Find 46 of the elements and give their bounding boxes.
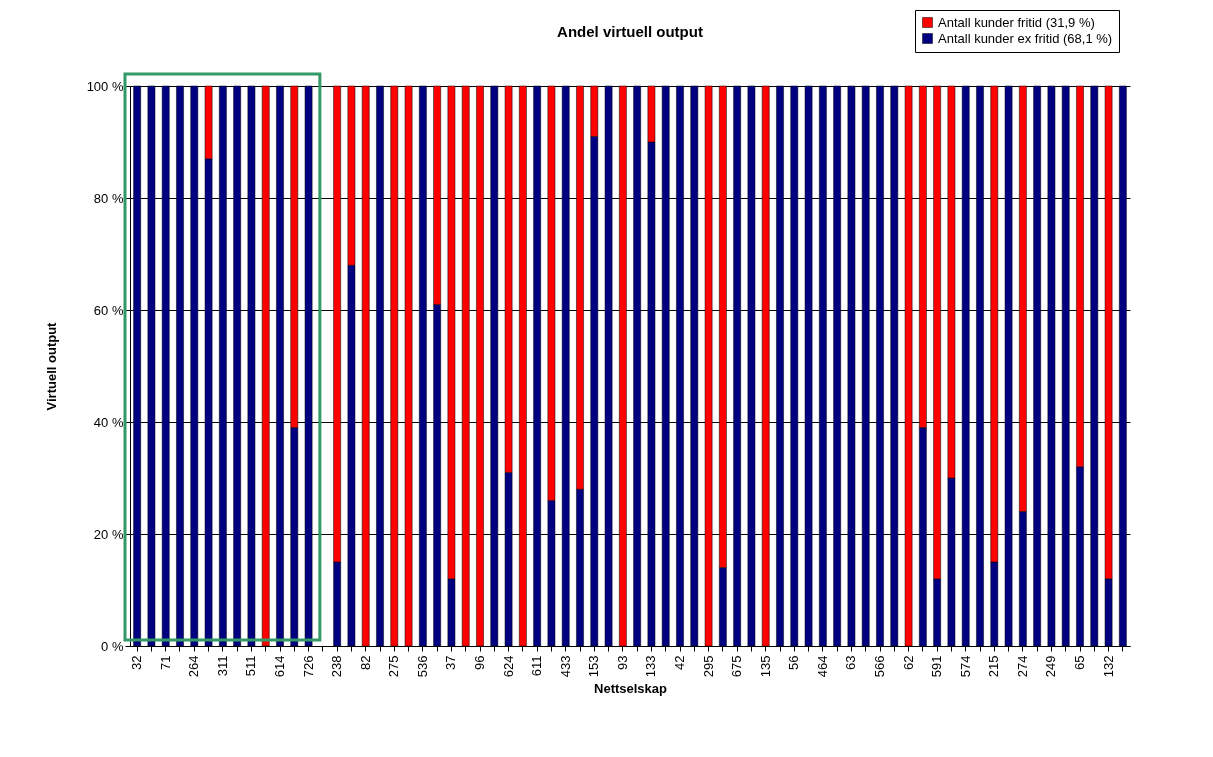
x-tick-label: 464 bbox=[814, 655, 830, 678]
x-tick-label: 264 bbox=[186, 655, 202, 678]
x-tick-label: 215 bbox=[986, 655, 1002, 678]
x-tick-label: 153 bbox=[586, 655, 602, 678]
x-tick-label: 71 bbox=[157, 655, 173, 670]
x-tick-label: 295 bbox=[700, 655, 716, 678]
y-tick-label: 100 % bbox=[86, 78, 124, 94]
x-tick-label: 132 bbox=[1100, 655, 1116, 678]
legend-label: Antall kunder ex fritid (68,1 %) bbox=[938, 30, 1113, 46]
y-axis-title: Virtuell output bbox=[43, 321, 59, 411]
y-tick-label: 60 % bbox=[93, 302, 124, 318]
x-tick-label: 96 bbox=[472, 655, 487, 670]
x-tick-label: 249 bbox=[1043, 655, 1059, 678]
chart-title: Andel virtuell output bbox=[557, 22, 703, 40]
x-tick-label: 614 bbox=[272, 655, 287, 678]
x-tick-label: 37 bbox=[443, 655, 459, 670]
x-tick-label: 311 bbox=[214, 655, 230, 677]
legend-label: Antall kunder fritid (31,9 %) bbox=[938, 14, 1095, 30]
y-tick-label: 80 % bbox=[93, 190, 124, 206]
x-tick-label: 591 bbox=[929, 655, 945, 678]
x-tick-label: 135 bbox=[757, 655, 773, 678]
x-tick-label: 433 bbox=[557, 655, 573, 678]
y-tick-label: 0 % bbox=[101, 638, 124, 654]
y-tick-label: 40 % bbox=[93, 414, 124, 430]
x-tick-label: 62 bbox=[900, 655, 916, 670]
x-tick-label: 32 bbox=[129, 655, 145, 670]
x-tick-label: 65 bbox=[1072, 655, 1087, 670]
x-tick-label: 63 bbox=[843, 655, 859, 670]
x-tick-label: 56 bbox=[786, 655, 802, 670]
x-tick-label: 574 bbox=[957, 655, 973, 678]
x-tick-label: 42 bbox=[672, 655, 687, 670]
x-tick-label: 274 bbox=[1014, 655, 1030, 678]
x-tick-label: 238 bbox=[329, 655, 345, 678]
x-tick-label: 624 bbox=[500, 655, 516, 678]
x-tick-label: 93 bbox=[614, 655, 630, 670]
x-tick-label: 133 bbox=[643, 655, 659, 678]
x-tick-label: 511 bbox=[243, 655, 259, 677]
x-tick-label: 536 bbox=[414, 655, 430, 678]
y-tick-label: 20 % bbox=[93, 526, 124, 542]
x-tick-label: 82 bbox=[357, 655, 373, 670]
x-tick-label: 566 bbox=[872, 655, 887, 678]
x-tick-label: 611 bbox=[529, 655, 545, 677]
x-axis-title: Nettselskap bbox=[594, 681, 668, 697]
x-tick-label: 726 bbox=[300, 655, 316, 678]
x-tick-label: 675 bbox=[729, 655, 745, 678]
x-tick-label: 275 bbox=[386, 655, 402, 678]
